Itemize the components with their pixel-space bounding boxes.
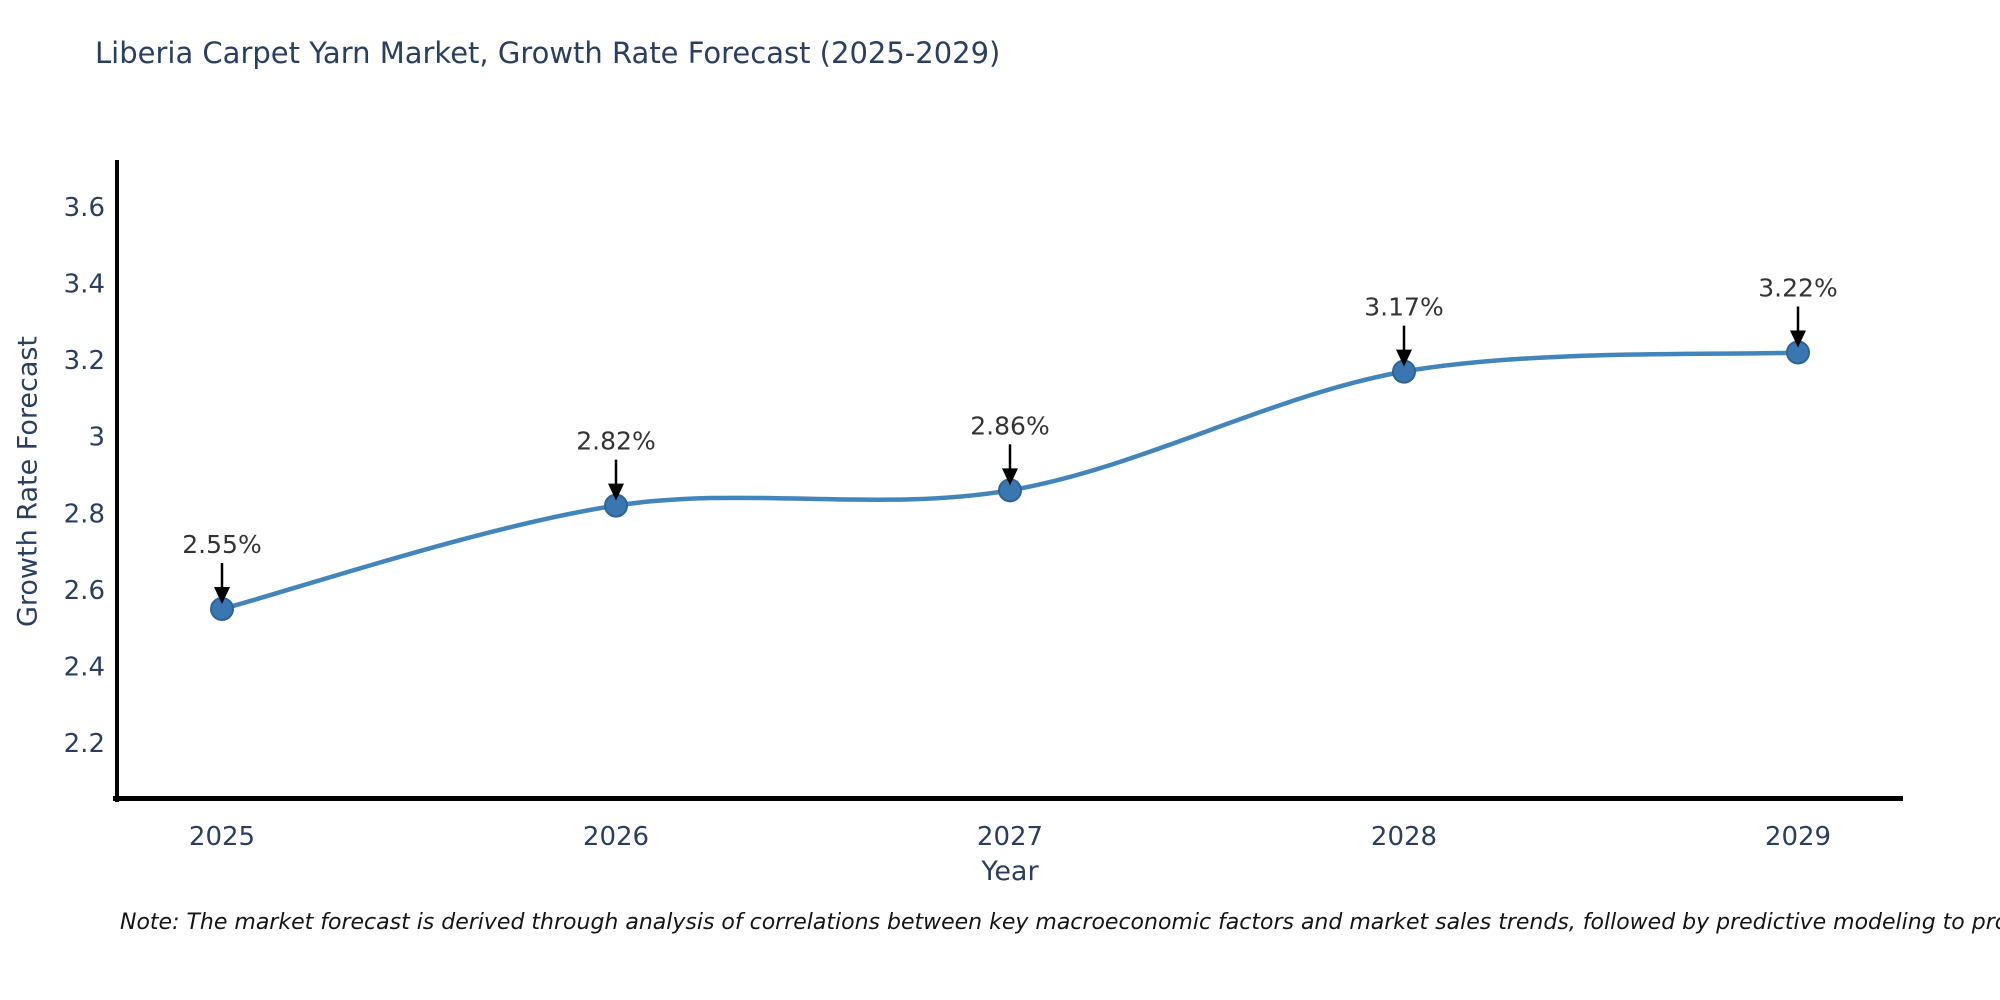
x-tick-label: 2028 xyxy=(1371,822,1437,852)
y-tick-label: 2.4 xyxy=(64,652,105,682)
y-tick-label: 3.2 xyxy=(64,346,105,376)
data-point-label: 3.22% xyxy=(1758,273,1837,302)
footnote: Note: The market forecast is derived thr… xyxy=(120,910,2000,935)
y-axis-line xyxy=(115,160,119,802)
x-tick-label: 2029 xyxy=(1765,822,1831,852)
annotation-arrowhead-icon xyxy=(608,483,624,501)
annotation-arrowhead-icon xyxy=(1002,468,1018,486)
data-point-label: 2.55% xyxy=(182,530,261,559)
x-tick-label: 2025 xyxy=(189,822,255,852)
x-axis-line xyxy=(113,796,1903,801)
y-tick-label: 2.8 xyxy=(64,499,105,529)
annotation-arrowhead-icon xyxy=(1396,349,1412,367)
annotation-arrowhead-icon xyxy=(1790,330,1806,348)
data-point-label: 2.86% xyxy=(970,411,1049,440)
y-tick-label: 3 xyxy=(88,423,105,453)
data-point-label: 2.82% xyxy=(576,427,655,456)
x-tick-label: 2027 xyxy=(977,822,1043,852)
annotation-arrowhead-icon xyxy=(214,587,230,604)
x-tick-label: 2026 xyxy=(583,822,649,852)
x-axis-title: Year xyxy=(981,856,1039,887)
y-tick-label: 3.4 xyxy=(64,270,105,300)
chart-title: Liberia Carpet Yarn Market, Growth Rate … xyxy=(95,36,1001,70)
y-tick-label: 2.6 xyxy=(64,576,105,606)
y-tick-label: 3.6 xyxy=(64,193,105,223)
y-tick-label: 2.2 xyxy=(64,729,105,759)
data-point-label: 3.17% xyxy=(1364,293,1443,322)
